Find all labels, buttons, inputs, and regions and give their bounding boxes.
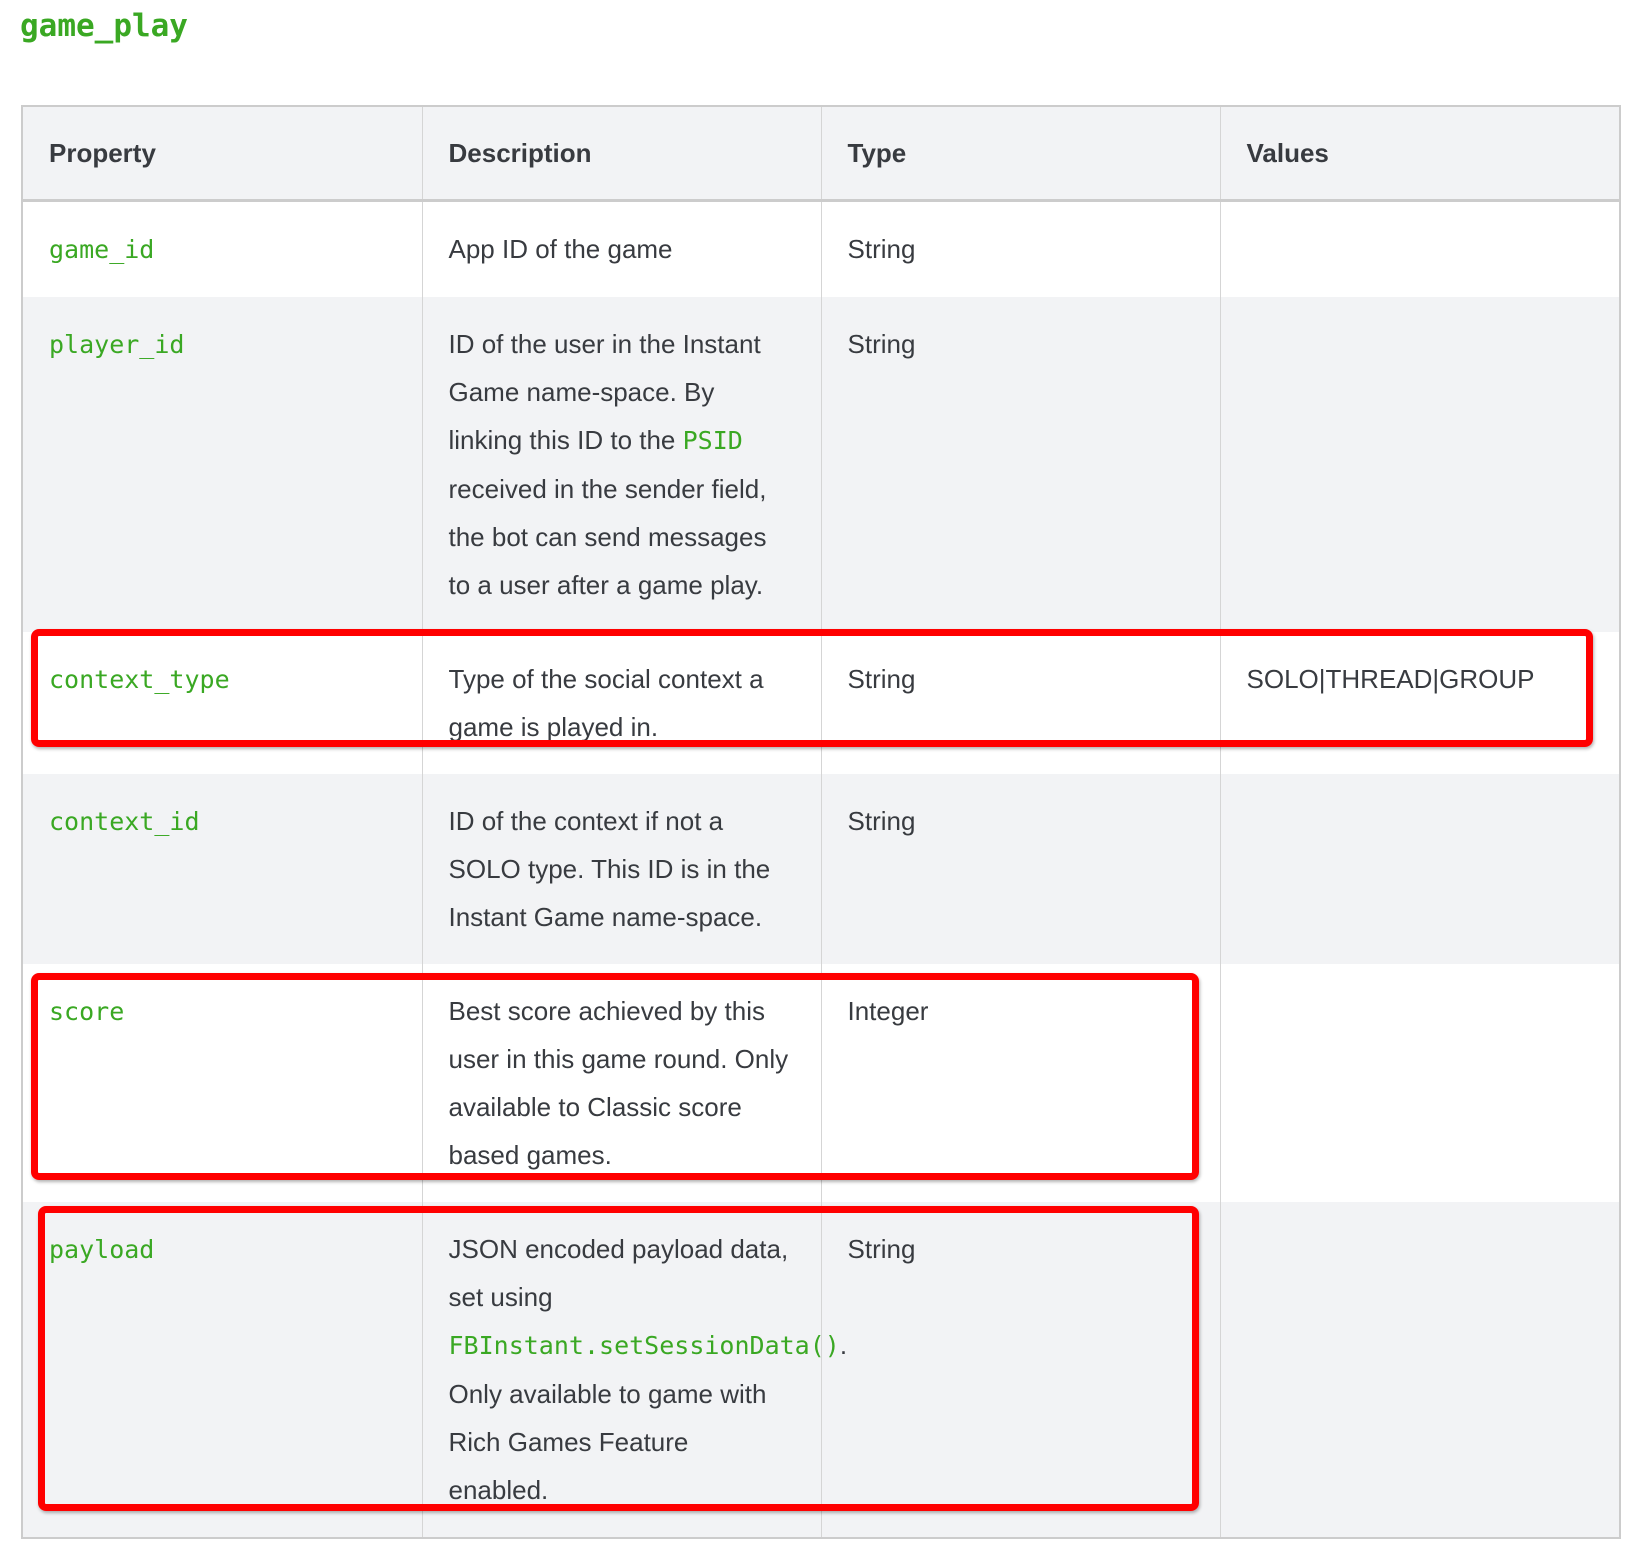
table-row: context_id ID of the context if not a SO… — [21, 774, 1620, 964]
values — [1219, 297, 1620, 632]
header-property: Property — [21, 106, 422, 202]
table-row: score Best score achieved by this user i… — [21, 964, 1620, 1202]
table-header-row: Property Description Type Values — [21, 106, 1620, 202]
property-name: context_type — [49, 665, 230, 694]
table-row: context_type Type of the social context … — [21, 632, 1620, 774]
description-text: received in the sender field, the bot ca… — [448, 474, 767, 600]
type: String — [820, 297, 1220, 632]
properties-table: Property Description Type Values game_id… — [21, 105, 1621, 1539]
description-text: JSON encoded payload data, set using — [448, 1234, 789, 1312]
values — [1219, 1202, 1620, 1538]
header-type: Type — [820, 106, 1220, 202]
type: String — [820, 1202, 1220, 1538]
property-name: context_id — [49, 807, 200, 836]
description: ID of the context if not a SOLO type. Th… — [421, 774, 821, 964]
values — [1219, 774, 1620, 964]
property-name: payload — [49, 1235, 155, 1264]
values: SOLO|THREAD|GROUP — [1219, 632, 1620, 774]
psid-code: PSID — [682, 426, 743, 455]
type: String — [820, 632, 1220, 774]
table-row: game_id App ID of the game String — [21, 200, 1620, 297]
method-code: FBInstant.setSessionData() — [448, 1331, 840, 1360]
description-text: ID of the user in the Instant Game name-… — [448, 329, 761, 455]
property-name: score — [49, 997, 125, 1026]
type: Integer — [820, 964, 1220, 1202]
values — [1219, 200, 1620, 297]
description: Best score achieved by this user in this… — [421, 964, 821, 1202]
section-title: game_play — [20, 8, 188, 44]
table-row: payload JSON encoded payload data, set u… — [21, 1202, 1620, 1538]
header-description: Description — [421, 106, 821, 202]
description: ID of the user in the Instant Game name-… — [421, 297, 821, 632]
header-values: Values — [1219, 106, 1620, 202]
description: Type of the social context a game is pla… — [421, 632, 821, 774]
description-text: . Only available to game with Rich Games… — [448, 1330, 848, 1505]
table-row: player_id ID of the user in the Instant … — [21, 297, 1620, 632]
values — [1219, 964, 1620, 1202]
property-name: player_id — [49, 330, 185, 359]
type: String — [820, 774, 1220, 964]
property-name: game_id — [49, 235, 155, 264]
description: JSON encoded payload data, set using FBI… — [421, 1202, 847, 1538]
description: App ID of the game — [421, 200, 821, 297]
type: String — [820, 200, 1220, 297]
